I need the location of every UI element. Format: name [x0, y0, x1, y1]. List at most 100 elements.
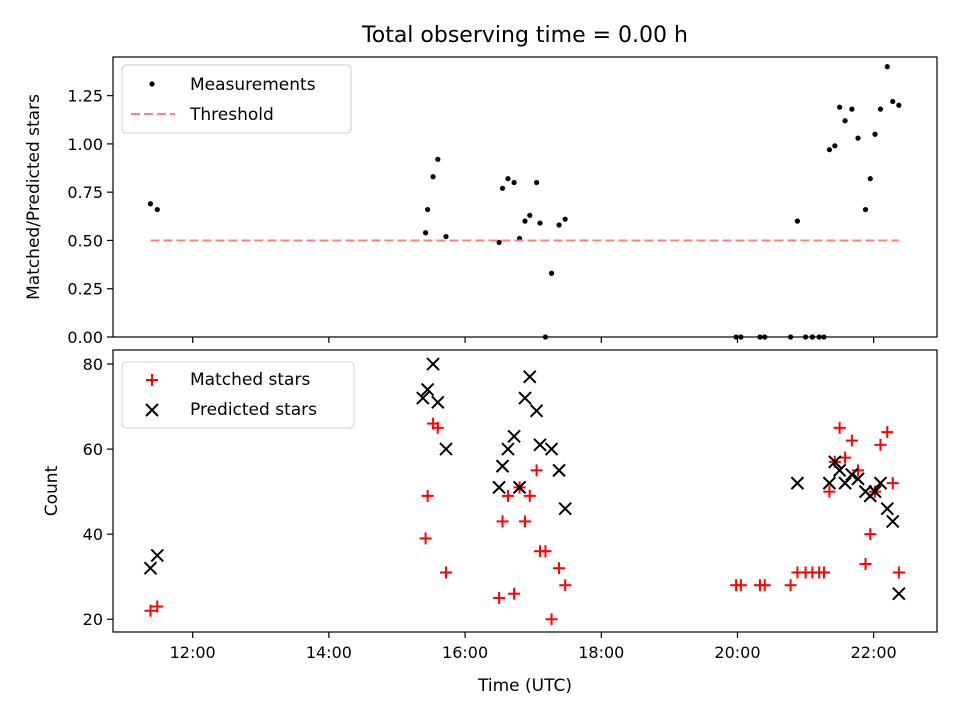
- matched-point: [559, 579, 572, 592]
- predicted-point: [558, 501, 572, 516]
- measurement-point: [794, 218, 800, 224]
- predicted-point: [150, 548, 164, 563]
- measurement-point: [443, 233, 449, 240]
- measurement-point: [496, 239, 502, 245]
- measurement-point: [499, 185, 506, 191]
- measurement-point: [872, 131, 878, 137]
- measurement-point: [867, 176, 873, 182]
- matched-point: [817, 566, 830, 579]
- matched-point: [892, 566, 905, 579]
- measurement-point: [877, 106, 884, 112]
- matched-point: [758, 579, 771, 592]
- predicted-point: [501, 442, 515, 456]
- measurement-point: [842, 118, 848, 124]
- predicted-point: [431, 395, 445, 410]
- matched-point: [144, 604, 157, 617]
- predicted-point: [420, 382, 435, 397]
- y-tick-label: 60: [83, 440, 103, 459]
- predicted-point: [426, 357, 440, 371]
- legend-predicted-marker: [145, 403, 159, 417]
- predicted-point: [495, 459, 510, 473]
- chart-title: Total observing time = 0.00 h: [361, 23, 688, 48]
- top-legend: Measurements Threshold: [121, 64, 352, 134]
- predicted-point: [832, 463, 847, 478]
- measurement-point: [505, 176, 511, 182]
- predicted-point: [880, 501, 894, 516]
- predicted-point: [868, 484, 882, 499]
- matched-point: [539, 545, 552, 558]
- predicted-point: [439, 442, 453, 456]
- matched-point: [421, 489, 434, 502]
- predicted-point: [518, 391, 532, 405]
- matched-point: [553, 562, 566, 575]
- top-panel: 0.00 0.25 0.50 0.75 1.00 1.25 Matched/Predict…: [24, 56, 938, 347]
- predicted-point: [492, 480, 506, 495]
- predicted-point: [828, 455, 842, 469]
- matched-point: [874, 438, 887, 451]
- y-tick-label: 40: [83, 525, 103, 544]
- x-tick-label: 16:00: [442, 643, 488, 662]
- y-tick-label: 0.50: [67, 231, 103, 250]
- bottom-y-axis: 20 40 60 80: [83, 355, 113, 629]
- legend-matched-label: Matched stars: [190, 370, 310, 390]
- x-tick-label: 12:00: [170, 643, 216, 662]
- measurement-point: [832, 143, 838, 149]
- top-y-axis: 0.00 0.25 0.50 0.75 1.00 1.25: [67, 87, 113, 347]
- predicted-point: [552, 463, 566, 478]
- matched-point: [519, 515, 531, 528]
- matched-point: [859, 557, 872, 570]
- x-axis-label: Time (UTC): [477, 676, 572, 696]
- measurement-point: [849, 106, 855, 112]
- x-tick-label: 18:00: [578, 643, 624, 662]
- measurement-point: [422, 230, 429, 236]
- measurement-point: [527, 212, 533, 218]
- measurement-point: [837, 104, 843, 110]
- matched-point: [151, 600, 164, 613]
- y-tick-label: 0.75: [67, 183, 103, 202]
- y-tick-label: 0.25: [67, 280, 103, 299]
- bottom-plot-frame: [112, 349, 938, 633]
- measurement-point: [425, 206, 431, 213]
- x-tick-label: 22:00: [851, 643, 897, 662]
- predicted-point: [845, 467, 859, 482]
- y-tick-label: 0.00: [67, 328, 103, 347]
- matched-point: [734, 579, 747, 592]
- predicted-point: [873, 476, 888, 490]
- measurement-point: [855, 135, 861, 141]
- measurement-point: [826, 147, 833, 153]
- measurement-point: [147, 201, 154, 207]
- predicted-point: [544, 442, 559, 456]
- measurement-point: [884, 64, 890, 70]
- measurement-point: [556, 222, 562, 228]
- legend-measurement-marker: [149, 81, 155, 87]
- matched-point: [784, 579, 797, 592]
- matched-point: [508, 587, 521, 600]
- predicted-point: [822, 476, 837, 490]
- y-tick-label: 80: [83, 355, 103, 374]
- predicted-point: [838, 476, 852, 490]
- matched-point: [530, 464, 543, 477]
- matched-point: [496, 515, 509, 528]
- matched-point: [886, 477, 899, 490]
- top-y-axis-label: Matched/Predicted stars: [24, 94, 44, 300]
- predicted-point: [143, 561, 158, 575]
- measurement-point: [154, 206, 160, 213]
- matched-point: [845, 434, 858, 447]
- bottom-y-axis-label: Count: [42, 465, 62, 516]
- measurement-point: [511, 179, 517, 186]
- matched-point: [833, 421, 846, 434]
- predicted-point: [523, 370, 537, 384]
- measurement-point: [430, 174, 436, 180]
- matched-point: [545, 613, 558, 626]
- matched-point: [823, 485, 836, 498]
- bottom-marks: [143, 357, 906, 626]
- matched-point: [839, 451, 852, 464]
- predicted-point: [507, 429, 521, 444]
- top-plot-frame: [112, 56, 938, 338]
- predicted-point: [416, 391, 430, 405]
- predicted-point: [533, 438, 547, 452]
- measurement-point: [533, 179, 540, 186]
- y-tick-label: 1.25: [67, 87, 103, 106]
- y-tick-label: 20: [83, 610, 103, 629]
